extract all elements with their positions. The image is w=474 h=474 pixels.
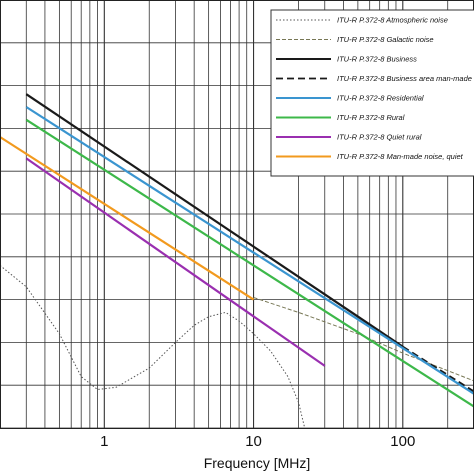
legend-label-3: ITU-R P.372-8 Business area man-made noi… (337, 74, 474, 83)
x-axis-label: Frequency [MHz] (204, 455, 311, 471)
series-line-1 (253, 297, 474, 382)
legend-label-5: ITU-R P.372-8 Rural (337, 113, 405, 122)
x-tick-label: 1 (100, 433, 108, 450)
legend-label-4: ITU-R P.372-8 Residential (337, 94, 424, 103)
series-layer (0, 93, 474, 429)
legend-label-7: ITU-R P.372-8 Man-made noise, quiet (337, 152, 464, 161)
legend-box (270, 9, 474, 177)
series-line-2 (25, 93, 404, 348)
series-line-0 (0, 265, 306, 429)
series-line-5 (25, 118, 474, 408)
series-line-6 (25, 157, 326, 367)
x-tick-label: 100 (390, 433, 415, 450)
series-line-3 (402, 345, 474, 393)
series-line-4 (25, 106, 474, 395)
grid (0, 0, 474, 429)
legend: ITU-R P.372-8 Atmospheric noise ITU-R P.3… (270, 9, 474, 177)
series-line-7 (0, 136, 255, 301)
legend-label-0: ITU-R P.372-8 Atmospheric noise (337, 16, 448, 25)
legend-label-1: ITU-R P.372-8 Galactic noise (337, 35, 434, 44)
legend-label-6: ITU-R P.372-8 Quiet rural (337, 133, 422, 142)
legend-label-2: ITU-R P.372-8 Business (337, 55, 417, 64)
x-tick-labels: 1 10 100 (100, 433, 415, 450)
x-tick-label: 10 (245, 433, 262, 450)
